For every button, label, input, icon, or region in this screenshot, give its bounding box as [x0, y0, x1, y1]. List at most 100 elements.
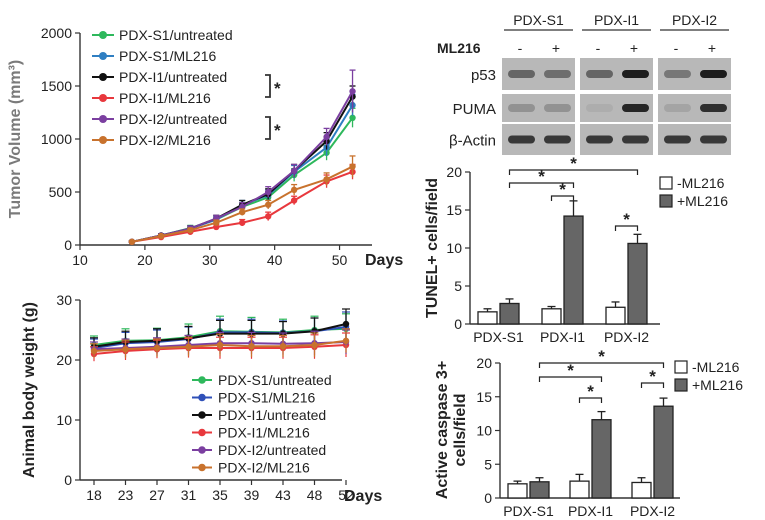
tunel-ytick-label: 5 — [454, 278, 462, 294]
caspase-bar — [631, 481, 652, 499]
weight-legend-label: PDX-I2/ML216 — [218, 460, 310, 476]
weight-legend-label: PDX-S1/untreated — [218, 372, 332, 388]
caspase-category-label: PDX-S1 — [503, 503, 554, 519]
weight-xtick-label: 43 — [275, 487, 291, 503]
blot-band — [544, 104, 571, 112]
tunel-significance-bracket — [508, 182, 575, 188]
blot-band — [664, 104, 691, 112]
blot-band — [664, 135, 691, 144]
caspase-ytick-label: 10 — [476, 423, 492, 439]
tumor-significance-star-1: * — [274, 79, 281, 98]
tunel-legend-swatch — [659, 176, 673, 190]
tumor-data-point — [290, 167, 298, 174]
blot-row-label: β-Actin — [449, 133, 496, 150]
body-weight-chart: 0 10 20 30 18 23 27 31 35 39 43 48 52 Animal body w… — [21, 292, 382, 505]
weight-y-axis-title: Animal body weight (g) — [21, 302, 38, 478]
tumor-ytick-label: 1000 — [41, 131, 72, 147]
weight-xtick-label: 27 — [149, 487, 165, 503]
tumor-data-point — [290, 197, 298, 204]
tumor-x-axis-title: Days — [365, 252, 403, 269]
weight-ytick-label: 0 — [64, 472, 72, 488]
tumor-legend-label: PDX-I1/ML216 — [119, 90, 211, 106]
tunel-legend-swatch — [659, 194, 673, 208]
tumor-data-point — [349, 88, 356, 95]
caspase-ytick-label: 15 — [476, 389, 492, 405]
tunel-legend-label: +ML216 — [677, 193, 728, 209]
blot-band — [586, 135, 613, 144]
blot-band — [700, 104, 727, 112]
caspase-ytick-label: 0 — [484, 490, 492, 506]
blot-band — [700, 135, 727, 144]
caspase-y-axis-title-line1: Active caspase 3+ — [434, 361, 451, 499]
tumor-significance-bracket-2 — [265, 116, 271, 140]
tumor-y-axis-title: Tumor Volume (mm³) — [7, 60, 24, 219]
weight-legend-marker — [198, 446, 206, 454]
tunel-ytick-label: 10 — [446, 240, 462, 256]
tumor-data-point — [213, 219, 220, 226]
tumor-data-point — [239, 208, 246, 216]
tumor-legend-marker — [99, 115, 107, 123]
blot-treatment-sign: + — [708, 40, 716, 56]
tunel-significance-bracket — [614, 225, 639, 231]
caspase-legend-swatch — [674, 378, 688, 392]
blot-band — [622, 70, 649, 78]
blot-band — [508, 104, 535, 112]
weight-data-point — [248, 343, 255, 350]
tumor-legend-marker — [99, 31, 107, 39]
tunel-significance-bracket — [550, 195, 575, 201]
tumor-data-point — [157, 232, 165, 240]
tumor-xtick-label: 40 — [267, 252, 283, 268]
caspase-category-label: PDX-I2 — [630, 503, 675, 519]
tumor-legend-label: PDX-S1/ML216 — [119, 48, 216, 64]
tumor-ytick-label: 500 — [49, 184, 73, 200]
caspase-legend-label: -ML216 — [692, 359, 740, 375]
tunel-bar — [605, 306, 626, 325]
tunel-bar — [541, 308, 562, 325]
tunel-significance-star: * — [623, 210, 630, 229]
blot-band — [664, 70, 691, 78]
western-blot: PDX-S1 PDX-I1 PDX-I2 ML216 - + - + - + p53 PUMA β… — [437, 12, 731, 155]
tumor-ytick-label: 2000 — [41, 25, 72, 41]
weight-ytick-label: 20 — [56, 352, 72, 368]
caspase-bar — [507, 483, 528, 499]
blot-treatment-sign: + — [552, 40, 560, 56]
tumor-data-point — [187, 226, 194, 234]
tumor-ytick-label: 0 — [64, 237, 72, 253]
caspase-significance-bracket — [538, 376, 603, 382]
tunel-y-axis-title: TUNEL+ cells/field — [424, 178, 441, 318]
weight-legend-marker — [198, 463, 206, 472]
blot-band — [586, 104, 613, 112]
blot-treatment-sign: + — [630, 40, 638, 56]
tunel-category-label: PDX-S1 — [473, 329, 524, 345]
caspase-bar — [529, 481, 550, 499]
weight-data-point — [185, 343, 192, 350]
blot-band — [508, 135, 535, 144]
caspase-significance-bracket — [640, 382, 665, 388]
tunel-significance-star: * — [559, 180, 566, 199]
weight-data-point — [122, 346, 129, 353]
caspase-significance-star: * — [649, 367, 656, 386]
tumor-xtick-label: 20 — [137, 252, 153, 268]
tunel-bar — [627, 242, 648, 325]
blot-band — [586, 70, 613, 78]
blot-band — [700, 70, 727, 78]
blot-treatment-label: ML216 — [437, 40, 481, 56]
weight-xtick-label: 35 — [212, 487, 228, 503]
weight-legend-marker — [198, 411, 206, 419]
tumor-data-point — [349, 163, 356, 170]
weight-data-point — [279, 343, 287, 350]
caspase-significance-star: * — [587, 382, 594, 401]
tumor-significance-bracket-1 — [265, 74, 271, 98]
caspase-legend-label: +ML216 — [692, 377, 743, 393]
weight-legend-marker — [198, 376, 206, 384]
weight-legend-marker — [198, 428, 206, 437]
tumor-xtick-label: 10 — [72, 252, 88, 268]
caspase-significance-bracket — [578, 397, 603, 403]
tumor-legend-label: PDX-I2/untreated — [119, 111, 227, 127]
blot-row-label: p53 — [471, 67, 496, 84]
tunel-ytick-label: 0 — [454, 316, 462, 332]
blot-band — [544, 70, 571, 78]
blot-group-label: PDX-I2 — [672, 12, 717, 28]
tunel-bar — [499, 302, 520, 325]
